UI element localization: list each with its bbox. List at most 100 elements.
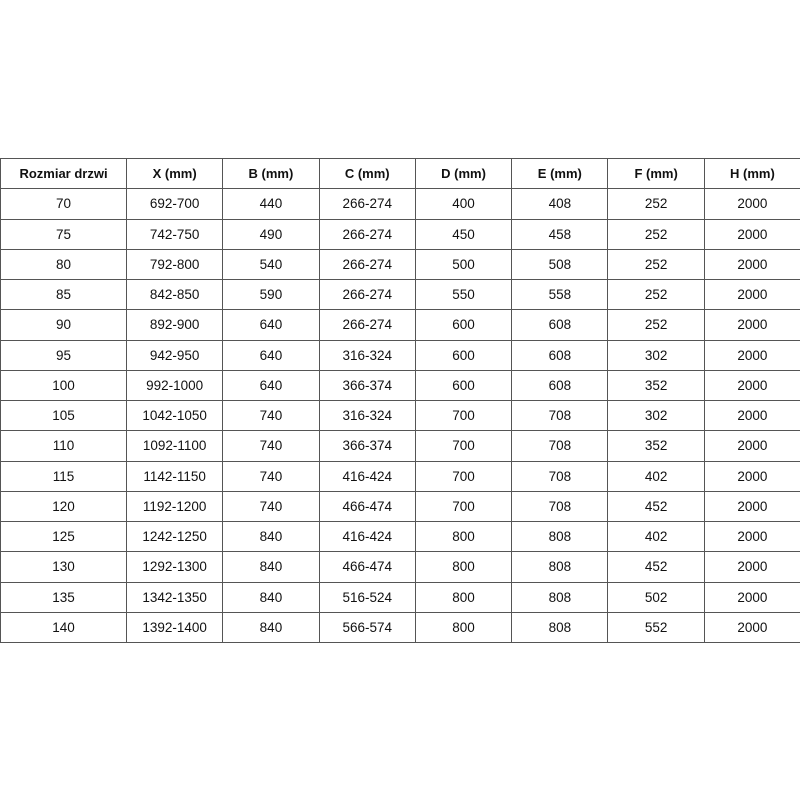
table-cell: 800 bbox=[414, 581, 513, 613]
column-header: C (mm) bbox=[318, 157, 416, 190]
table-cell: 808 bbox=[511, 611, 609, 644]
table-cell: 466-474 bbox=[318, 490, 416, 523]
table-row: 125 1242-1250 840 416-424 800 808 402 2000 bbox=[0, 520, 800, 553]
table-row: 70 692-700 440 266-274 400 408 252 2000 bbox=[0, 188, 800, 220]
table-row: 140 1392-1400 840 566-574 800 808 552 2000 bbox=[0, 611, 800, 644]
table-cell: 2000 bbox=[703, 460, 800, 492]
column-header: F (mm) bbox=[607, 157, 705, 190]
table-cell: 366-374 bbox=[318, 430, 416, 462]
table-cell: 352 bbox=[607, 430, 705, 462]
table-cell: 1292-1300 bbox=[125, 551, 224, 583]
table-cell: 402 bbox=[607, 520, 705, 553]
table-cell: 840 bbox=[222, 581, 320, 613]
column-header: E (mm) bbox=[511, 157, 609, 190]
table-cell: 1392-1400 bbox=[125, 611, 224, 644]
table-row: 110 1092-1100 740 366-374 700 708 352 2000 bbox=[0, 430, 800, 462]
table-cell: 450 bbox=[414, 218, 513, 250]
table-cell: 466-474 bbox=[318, 551, 416, 583]
table-cell: 1192-1200 bbox=[125, 490, 224, 523]
table-cell: 266-274 bbox=[318, 188, 416, 220]
table-cell: 740 bbox=[222, 399, 320, 432]
table-cell: 740 bbox=[222, 430, 320, 462]
table-cell: 608 bbox=[511, 339, 609, 371]
table-cell: 140 bbox=[0, 611, 127, 644]
table-cell: 135 bbox=[0, 581, 127, 613]
door-size-table: Rozmiar drzwi X (mm) B (mm) C (mm) D (mm) E (… bbox=[0, 157, 800, 644]
table-cell: 808 bbox=[511, 581, 609, 613]
table-cell: 1042-1050 bbox=[125, 399, 224, 432]
table-cell: 452 bbox=[607, 490, 705, 523]
table-cell: 2000 bbox=[703, 399, 800, 432]
table-cell: 352 bbox=[607, 369, 705, 402]
table-row: 100 992-1000 640 366-374 600 608 352 2000 bbox=[0, 369, 800, 402]
table-cell: 892-900 bbox=[125, 309, 224, 341]
column-header: H (mm) bbox=[703, 157, 800, 190]
table-cell: 125 bbox=[0, 520, 127, 553]
table-cell: 105 bbox=[0, 399, 127, 432]
table-cell: 608 bbox=[511, 369, 609, 402]
table-cell: 700 bbox=[414, 430, 513, 462]
table-cell: 2000 bbox=[703, 309, 800, 341]
table-row: 95 942-950 640 316-324 600 608 302 2000 bbox=[0, 339, 800, 371]
table-cell: 366-374 bbox=[318, 369, 416, 402]
table-cell: 252 bbox=[607, 248, 705, 281]
column-header: Rozmiar drzwi bbox=[0, 157, 127, 190]
table-cell: 800 bbox=[414, 611, 513, 644]
table-cell: 252 bbox=[607, 278, 705, 311]
table-cell: 2000 bbox=[703, 551, 800, 583]
table-cell: 808 bbox=[511, 520, 609, 553]
table-cell: 708 bbox=[511, 430, 609, 462]
table-row: 120 1192-1200 740 466-474 700 708 452 2000 bbox=[0, 490, 800, 523]
table-cell: 608 bbox=[511, 309, 609, 341]
table-cell: 992-1000 bbox=[125, 369, 224, 402]
table-cell: 600 bbox=[414, 309, 513, 341]
table-row: 115 1142-1150 740 416-424 700 708 402 2000 bbox=[0, 460, 800, 492]
table-cell: 1342-1350 bbox=[125, 581, 224, 613]
table-cell: 2000 bbox=[703, 611, 800, 644]
table-cell: 2000 bbox=[703, 520, 800, 553]
table-cell: 590 bbox=[222, 278, 320, 311]
column-header: X (mm) bbox=[125, 157, 224, 190]
table-cell: 692-700 bbox=[125, 188, 224, 220]
table-cell: 266-274 bbox=[318, 309, 416, 341]
table-cell: 792-800 bbox=[125, 248, 224, 281]
table-cell: 302 bbox=[607, 399, 705, 432]
header-row: Rozmiar drzwi X (mm) B (mm) C (mm) D (mm) E (… bbox=[0, 157, 800, 190]
table-cell: 808 bbox=[511, 551, 609, 583]
table-cell: 80 bbox=[0, 248, 127, 281]
table-cell: 552 bbox=[607, 611, 705, 644]
table-cell: 740 bbox=[222, 490, 320, 523]
table-cell: 266-274 bbox=[318, 218, 416, 250]
table-cell: 1242-1250 bbox=[125, 520, 224, 553]
table-cell: 640 bbox=[222, 339, 320, 371]
table-cell: 316-324 bbox=[318, 339, 416, 371]
table-cell: 416-424 bbox=[318, 520, 416, 553]
table-cell: 558 bbox=[511, 278, 609, 311]
column-header: B (mm) bbox=[222, 157, 320, 190]
table-cell: 316-324 bbox=[318, 399, 416, 432]
table-cell: 266-274 bbox=[318, 278, 416, 311]
table-cell: 408 bbox=[511, 188, 609, 220]
table-cell: 302 bbox=[607, 339, 705, 371]
table-cell: 95 bbox=[0, 339, 127, 371]
table-cell: 402 bbox=[607, 460, 705, 492]
table-cell: 458 bbox=[511, 218, 609, 250]
table-cell: 840 bbox=[222, 611, 320, 644]
table-cell: 75 bbox=[0, 218, 127, 250]
table-cell: 2000 bbox=[703, 188, 800, 220]
table-cell: 120 bbox=[0, 490, 127, 523]
table-cell: 1092-1100 bbox=[125, 430, 224, 462]
table-cell: 110 bbox=[0, 430, 127, 462]
table-cell: 100 bbox=[0, 369, 127, 402]
column-header: D (mm) bbox=[414, 157, 513, 190]
table-cell: 490 bbox=[222, 218, 320, 250]
table-row: 105 1042-1050 740 316-324 700 708 302 2000 bbox=[0, 399, 800, 432]
table-cell: 400 bbox=[414, 188, 513, 220]
table-cell: 640 bbox=[222, 369, 320, 402]
table-row: 85 842-850 590 266-274 550 558 252 2000 bbox=[0, 278, 800, 311]
table-row: 130 1292-1300 840 466-474 800 808 452 2000 bbox=[0, 551, 800, 583]
table-cell: 2000 bbox=[703, 369, 800, 402]
table-cell: 740 bbox=[222, 460, 320, 492]
table-cell: 708 bbox=[511, 399, 609, 432]
table-cell: 2000 bbox=[703, 278, 800, 311]
